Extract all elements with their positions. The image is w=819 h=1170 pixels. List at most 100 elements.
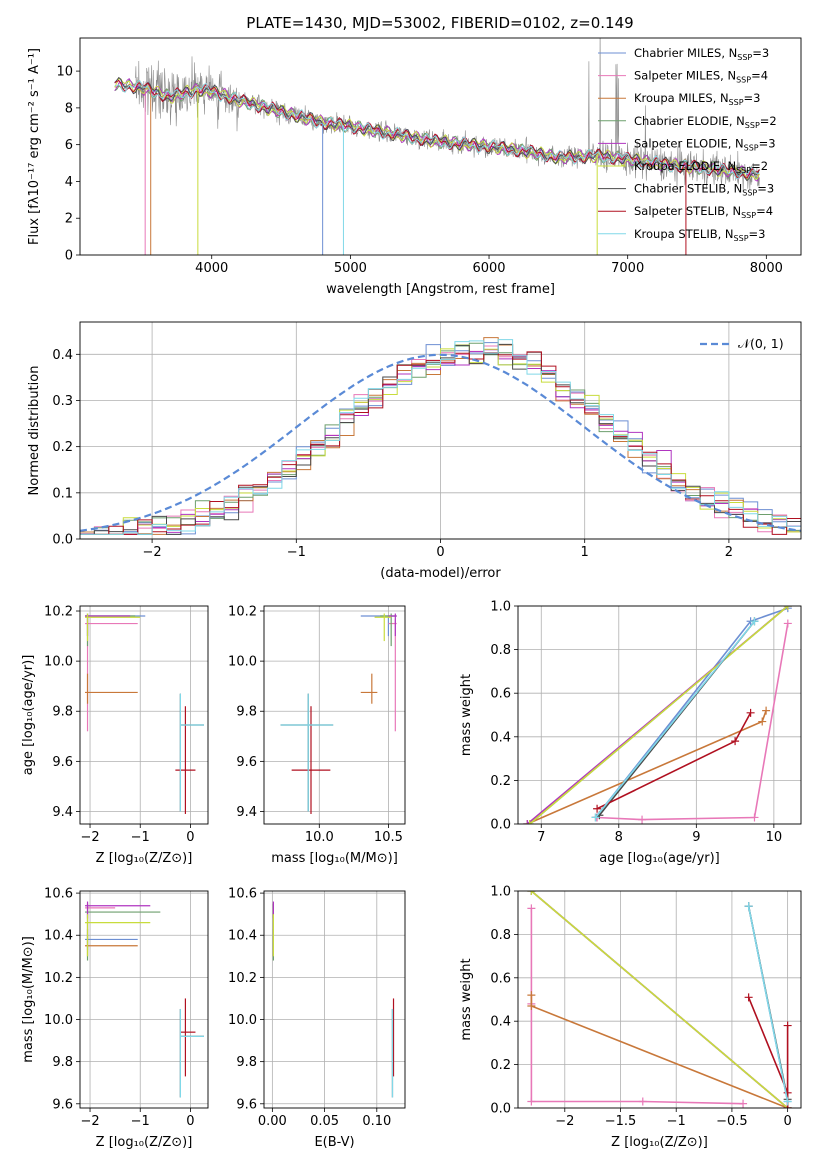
y-tick-label: 10.4: [44, 929, 73, 944]
weight-line-kroupa-stelib: [747, 906, 789, 1102]
histogram-salpeter-elodie: [80, 349, 801, 535]
y-tick-label: 0.8: [490, 928, 511, 943]
legend-label-kroupa-stelib: Kroupa STELIB, NSSP=3: [634, 227, 765, 243]
x-tick-label: −1: [131, 1114, 150, 1129]
plot-area-age_vs_Z: [85, 613, 204, 814]
x-tick-label: −2: [80, 830, 99, 845]
y-axis-label: Flux [fλ10⁻¹⁷ erg cm⁻² s⁻¹ A⁻¹]: [27, 48, 42, 245]
y-axis-label: mass weight: [459, 674, 474, 756]
axes-frame: [79, 37, 802, 256]
weight-marker-salpeter-miles: [783, 619, 792, 628]
y-tick-label: 9.8: [236, 705, 257, 720]
y-tick-label: 10.0: [228, 655, 257, 670]
y-tick-label: 9.6: [236, 755, 257, 770]
weight-marker-kroupa-elodie: [525, 820, 534, 824]
x-tick-label: 8: [615, 830, 623, 845]
x-tick-label: −2: [80, 1114, 99, 1129]
weight-marker-salpeter-miles: [638, 815, 647, 824]
histogram-kroupa-elodie: [80, 344, 801, 535]
y-tick-label: 0.4: [490, 1015, 511, 1030]
model-line-kroupa-stelib: [114, 80, 760, 180]
y-tick-label: 10.0: [44, 655, 73, 670]
panel-weight_vs_Z: −2 −1.5 −1 −0.5 0 0.0 0.2 0.4 0.6 0.8 1.0 Z [log₁₀(…: [459, 885, 802, 1150]
y-tick-label: 10.0: [44, 1013, 73, 1028]
y-tick-label: 0.2: [490, 1058, 511, 1073]
x-tick-label: −2: [555, 1114, 574, 1129]
axes-frame: [263, 890, 406, 1109]
y-tick-label: 9.8: [236, 1055, 257, 1070]
weight-marker-salpeter-elodie: [523, 820, 532, 824]
weight-marker-salpeter-stelib: [731, 737, 740, 746]
x-axis-label: mass [log₁₀(M/M⊙)]: [271, 851, 398, 866]
plot-area-spectrum: [114, 38, 760, 255]
axes-frame: [517, 605, 802, 825]
legend-label-chabrier-elodie: Chabrier ELODIE, NSSP=2: [634, 114, 777, 130]
weight-marker-salpeter-stelib: [746, 708, 755, 717]
y-tick-label: 1.0: [490, 885, 511, 900]
weight-marker-salpeter-stelib: [783, 1088, 792, 1097]
y-axis-label: mass [log₁₀(M/M⊙)]: [21, 936, 36, 1063]
axes-frame: [79, 605, 209, 825]
y-tick-label: 9.4: [52, 805, 73, 820]
y-axis-label: Normed distribution: [27, 366, 42, 496]
weight-line-salpeter-miles: [597, 623, 789, 821]
x-tick-label: 7: [537, 830, 545, 845]
x-tick-label: 0: [436, 545, 444, 560]
weight-line-kroupa-elodie: [529, 606, 789, 824]
y-tick-label: 9.6: [52, 1097, 73, 1112]
x-tick-label: 10: [766, 830, 783, 845]
x-tick-label: 5000: [334, 261, 367, 276]
y-tick-label: 0.4: [52, 348, 73, 363]
y-axis-label: age [log₁₀(age/yr)]: [21, 655, 36, 776]
weight-marker-kroupa-stelib: [591, 813, 600, 822]
weight-line-kroupa-elodie: [530, 891, 789, 1108]
x-tick-label: −2: [143, 545, 162, 560]
weight-marker-kroupa-stelib: [783, 1097, 792, 1106]
figure-title: PLATE=1430, MJD=53002, FIBERID=0102, z=0…: [246, 14, 633, 32]
x-tick-label: −1: [667, 1114, 686, 1129]
x-axis-label: Z [log₁₀(Z/Z⊙)]: [611, 1135, 708, 1150]
y-tick-label: 10.0: [228, 1013, 257, 1028]
normal-curve: [80, 353, 801, 532]
weight-marker-salpeter-stelib: [744, 993, 753, 1002]
legend-spectrum: Chabrier MILES, NSSP=3 Salpeter MILES, NS…: [598, 46, 777, 243]
histogram-kroupa-stelib: [80, 339, 801, 535]
x-tick-label: 4000: [195, 261, 228, 276]
x-tick-label: 2: [725, 545, 733, 560]
plot-area-weight_vs_age: [523, 606, 792, 824]
x-axis-label: wavelength [Angstrom, rest frame]: [326, 282, 555, 297]
y-tick-label: 10.2: [44, 605, 73, 620]
x-axis-label: (data-model)/error: [380, 566, 501, 581]
legend-label-salpeter-stelib: Salpeter STELIB, NSSP=4: [634, 204, 773, 220]
y-tick-label: 10.2: [44, 971, 73, 986]
weight-marker-salpeter-stelib: [593, 804, 602, 813]
y-tick-label: 9.4: [236, 805, 257, 820]
y-tick-label: 10: [56, 65, 73, 80]
axes-frame: [79, 890, 209, 1109]
x-tick-label: 0: [186, 830, 194, 845]
x-tick-label: 0.05: [310, 1114, 339, 1129]
x-tick-label: 1: [581, 545, 589, 560]
y-tick-label: 10.2: [228, 971, 257, 986]
x-tick-label: 0.00: [258, 1114, 287, 1129]
x-axis-label: Z [log₁₀(Z/Z⊙)]: [96, 851, 193, 866]
model-line-salpeter-stelib: [114, 79, 760, 180]
axes-frame: [79, 321, 802, 540]
x-axis-label: E(B-V): [314, 1135, 354, 1150]
legend-label-kroupa-elodie: Kroupa ELODIE, NSSP=2: [634, 159, 768, 175]
x-axis-label: Z [log₁₀(Z/Z⊙)]: [96, 1135, 193, 1150]
y-tick-label: 0.2: [52, 440, 73, 455]
x-tick-label: 0: [186, 1114, 194, 1129]
legend-label-chabrier-miles: Chabrier MILES, NSSP=3: [634, 46, 769, 62]
y-tick-label: 0.6: [490, 971, 511, 986]
x-tick-label: 10.5: [374, 830, 403, 845]
plot-area-residuals: [80, 337, 801, 535]
legend-label-kroupa-miles: Kroupa MILES, NSSP=3: [634, 91, 760, 107]
plot-area-weight_vs_Z: [527, 891, 792, 1108]
y-tick-label: 4: [65, 175, 73, 190]
weight-marker-kroupa-elodie: [783, 606, 792, 610]
y-tick-label: 9.8: [52, 1055, 73, 1070]
